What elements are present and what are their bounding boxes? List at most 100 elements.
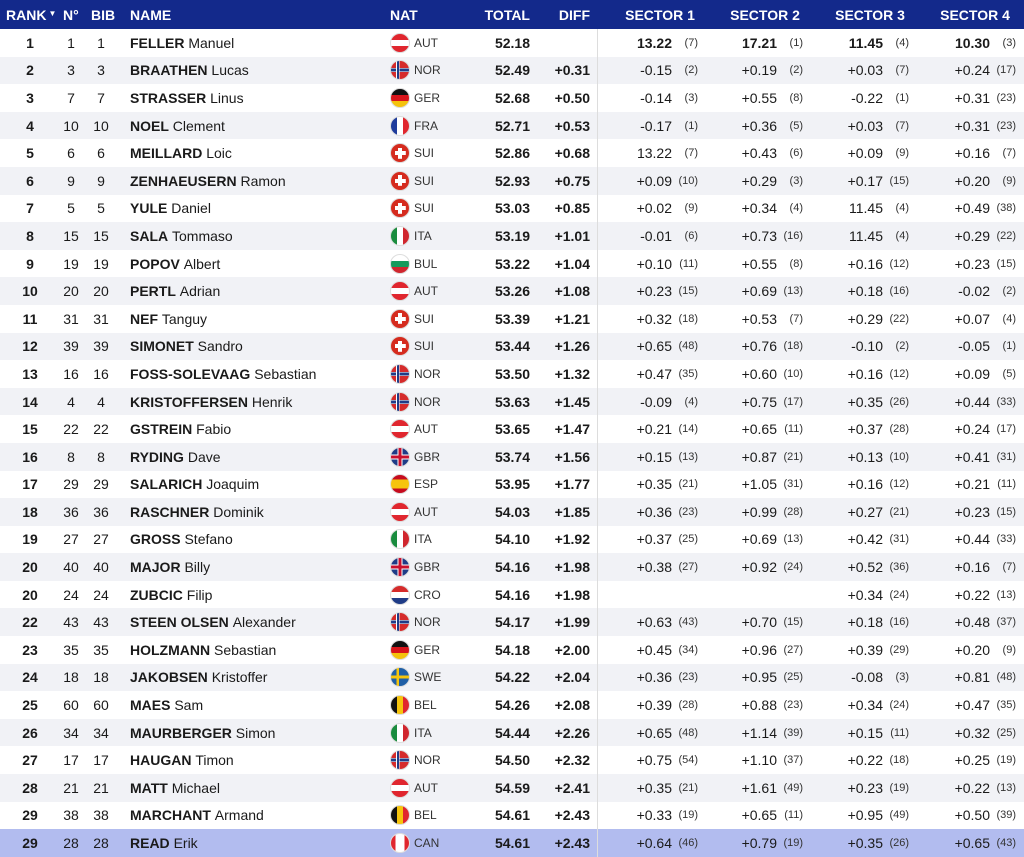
athlete-name[interactable]: MATT Michael	[130, 774, 220, 802]
sector-3-cell: -0.08 (3)	[851, 664, 909, 692]
table-row[interactable]: 28 21 21 MATT Michael AUT 54.59 +2.41 +0…	[0, 774, 1024, 802]
diff-time: +0.50	[554, 89, 590, 106]
athlete-name[interactable]: PERTL Adrian	[130, 277, 220, 305]
athlete-name[interactable]: ZENHAEUSERN Ramon	[130, 167, 286, 195]
table-row[interactable]: 15 22 22 GSTREIN Fabio AUT 53.65 +1.47 +…	[0, 415, 1024, 443]
athlete-name[interactable]: ZUBCIC Filip	[130, 581, 212, 609]
sector-3-cell: +0.37 (28)	[848, 415, 909, 443]
rank-cell: 12	[22, 338, 38, 355]
col-rank-header[interactable]: RANK ▼	[6, 0, 56, 29]
sector-rank: (7)	[895, 119, 909, 132]
table-row[interactable]: 9 19 19 POPOV Albert BUL 53.22 +1.04 +0.…	[0, 249, 1024, 278]
athlete-name[interactable]: READ Erik	[130, 829, 198, 857]
col-sector4-header[interactable]: SECTOR 4	[940, 6, 1010, 23]
athlete-name[interactable]: STEEN OLSEN Alexander	[130, 608, 296, 636]
col-no-header[interactable]: N°	[63, 6, 79, 23]
table-row[interactable]: 16 8 8 RYDING Dave GBR 53.74 +1.56 +0.15…	[0, 442, 1024, 471]
start-number-cell: 40	[63, 559, 79, 576]
athlete-name[interactable]: MAURBERGER Simon	[130, 719, 275, 747]
table-row[interactable]: 11 31 31 NEF Tanguy SUI 53.39 +1.21 +0.3…	[0, 304, 1024, 333]
athlete-name[interactable]: FELLER Manuel	[130, 29, 234, 57]
athlete-name[interactable]: SALARICH Joaquim	[130, 471, 259, 499]
table-row[interactable]: 17 29 29 SALARICH Joaquim ESP 53.95 +1.7…	[0, 470, 1024, 499]
athlete-name[interactable]: JAKOBSEN Kristoffer	[130, 664, 267, 692]
table-row[interactable]: 23 35 35 HOLZMANN Sebastian GER 54.18 +2…	[0, 636, 1024, 664]
col-sector1-header[interactable]: SECTOR 1	[625, 6, 695, 23]
table-row[interactable]: 29 28 28 READ Erik CAN 54.61 +2.43 +0.64…	[0, 829, 1024, 857]
sector-1-cell: -0.17 (1)	[640, 112, 698, 140]
table-row[interactable]: 25 60 60 MAES Sam BEL 54.26 +2.08 +0.39 (…	[0, 691, 1024, 719]
table-row[interactable]: 29 38 38 MARCHANT Armand BEL 54.61 +2.43…	[0, 801, 1024, 830]
table-row[interactable]: 20 24 24 ZUBCIC Filip CRO 54.16 +1.98 +0…	[0, 580, 1024, 609]
sector-time: 11.45	[849, 200, 883, 217]
athlete-name[interactable]: YULE Daniel	[130, 195, 211, 223]
table-row[interactable]: 6 9 9 ZENHAEUSERN Ramon SUI 52.93 +0.75 …	[0, 166, 1024, 195]
table-row[interactable]: 20 40 40 MAJOR Billy GBR 54.16 +1.98 +0.…	[0, 553, 1024, 581]
athlete-name[interactable]: KRISTOFFERSEN Henrik	[130, 388, 292, 416]
sector-2-cell: +0.99 (28)	[742, 498, 803, 526]
col-bib-header[interactable]: BIB	[91, 6, 116, 23]
sector-time: +0.15	[636, 448, 672, 465]
athlete-name[interactable]: MARCHANT Armand	[130, 802, 264, 830]
table-row[interactable]: 7 5 5 YULE Daniel SUI 53.03 +0.85 +0.02 (…	[0, 194, 1024, 223]
table-row[interactable]: 12 39 39 SIMONET Sandro SUI 53.44 +1.26 …	[0, 332, 1024, 361]
table-row[interactable]: 18 36 36 RASCHNER Dominik AUT 54.03 +1.8…	[0, 498, 1024, 526]
sector-rank: (15)	[996, 257, 1016, 270]
table-row[interactable]: 13 16 16 FOSS-SOLEVAAG Sebastian NOR 53.…	[0, 360, 1024, 388]
sector-4-cell: +0.48 (37)	[955, 608, 1016, 636]
sector-2-cell: +0.79 (19)	[742, 829, 803, 857]
col-diff-header[interactable]: DIFF	[558, 6, 590, 23]
total-time: 53.39	[494, 310, 530, 327]
athlete-name[interactable]: STRASSER Linus	[130, 84, 244, 112]
start-number-cell: 1	[67, 34, 75, 51]
athlete-name[interactable]: SALA Tommaso	[130, 222, 233, 250]
athlete-name[interactable]: RYDING Dave	[130, 443, 221, 471]
table-row[interactable]: 22 43 43 STEEN OLSEN Alexander NOR 54.17…	[0, 608, 1024, 637]
first-name: Sebastian	[254, 365, 317, 382]
table-row[interactable]: 24 18 18 JAKOBSEN Kristoffer SWE 54.22 +…	[0, 663, 1024, 692]
start-number-cell: 20	[63, 283, 79, 300]
table-row[interactable]: 26 34 34 MAURBERGER Simon ITA 54.44 +2.2…	[0, 718, 1024, 747]
start-number-cell: 7	[67, 89, 75, 106]
table-row[interactable]: 10 20 20 PERTL Adrian AUT 53.26 +1.08 +0…	[0, 277, 1024, 305]
sector-rank: (36)	[889, 561, 909, 574]
athlete-name[interactable]: NOEL Clement	[130, 112, 225, 140]
table-row[interactable]: 8 15 15 SALA Tommaso ITA 53.19 +1.01 -0.…	[0, 222, 1024, 250]
table-row[interactable]: 4 10 10 NOEL Clement FRA 52.71 +0.53 -0.…	[0, 111, 1024, 140]
table-row[interactable]: 27 17 17 HAUGAN Timon NOR 54.50 +2.32 +0…	[0, 746, 1024, 775]
athlete-name[interactable]: RASCHNER Dominik	[130, 498, 264, 526]
table-row[interactable]: 5 6 6 MEILLARD Loic SUI 52.86 +0.68 13.2…	[0, 139, 1024, 167]
table-row[interactable]: 19 27 27 GROSS Stefano ITA 54.10 +1.92 +…	[0, 525, 1024, 554]
sector-3-cell: +0.95 (49)	[848, 802, 909, 830]
nation-code: NOR	[414, 63, 441, 78]
sector-rank: (6)	[684, 229, 698, 242]
col-name-header[interactable]: NAME	[130, 6, 172, 23]
table-row[interactable]: 2 3 3 BRAATHEN Lucas NOR 52.49 +0.31 -0.…	[0, 56, 1024, 85]
athlete-name[interactable]: NEF Tanguy	[130, 305, 207, 333]
nation-cell: GER	[390, 636, 440, 664]
athlete-name[interactable]: BRAATHEN Lucas	[130, 57, 249, 85]
sector-time: +0.99	[741, 503, 777, 520]
athlete-name[interactable]: MEILLARD Loic	[130, 139, 232, 167]
athlete-name[interactable]: GSTREIN Fabio	[130, 415, 231, 443]
athlete-name[interactable]: HAUGAN Timon	[130, 746, 234, 774]
col-total-header[interactable]: TOTAL	[484, 6, 530, 23]
athlete-name[interactable]: FOSS-SOLEVAAG Sebastian	[130, 360, 316, 388]
sector-time: +0.07	[954, 310, 990, 327]
athlete-name[interactable]: GROSS Stefano	[130, 526, 233, 554]
total-time: 53.65	[494, 421, 530, 438]
table-row[interactable]: 1 1 1 FELLER Manuel AUT 52.18 13.22 (7) 17…	[0, 29, 1024, 57]
athlete-name[interactable]: MAES Sam	[130, 691, 203, 719]
col-nat-header[interactable]: NAT	[390, 6, 418, 23]
last-name: MARCHANT	[130, 807, 211, 824]
athlete-name[interactable]: POPOV Albert	[130, 250, 220, 278]
sector-time: +0.48	[954, 614, 990, 631]
col-sector3-header[interactable]: SECTOR 3	[835, 6, 905, 23]
athlete-name[interactable]: MAJOR Billy	[130, 553, 210, 581]
sector-time: +0.37	[847, 421, 883, 438]
athlete-name[interactable]: HOLZMANN Sebastian	[130, 636, 276, 664]
athlete-name[interactable]: SIMONET Sandro	[130, 333, 243, 361]
table-row[interactable]: 14 4 4 KRISTOFFERSEN Henrik NOR 53.63 +1…	[0, 387, 1024, 416]
col-sector2-header[interactable]: SECTOR 2	[730, 6, 800, 23]
table-row[interactable]: 3 7 7 STRASSER Linus GER 52.68 +0.50 -0.…	[0, 84, 1024, 112]
